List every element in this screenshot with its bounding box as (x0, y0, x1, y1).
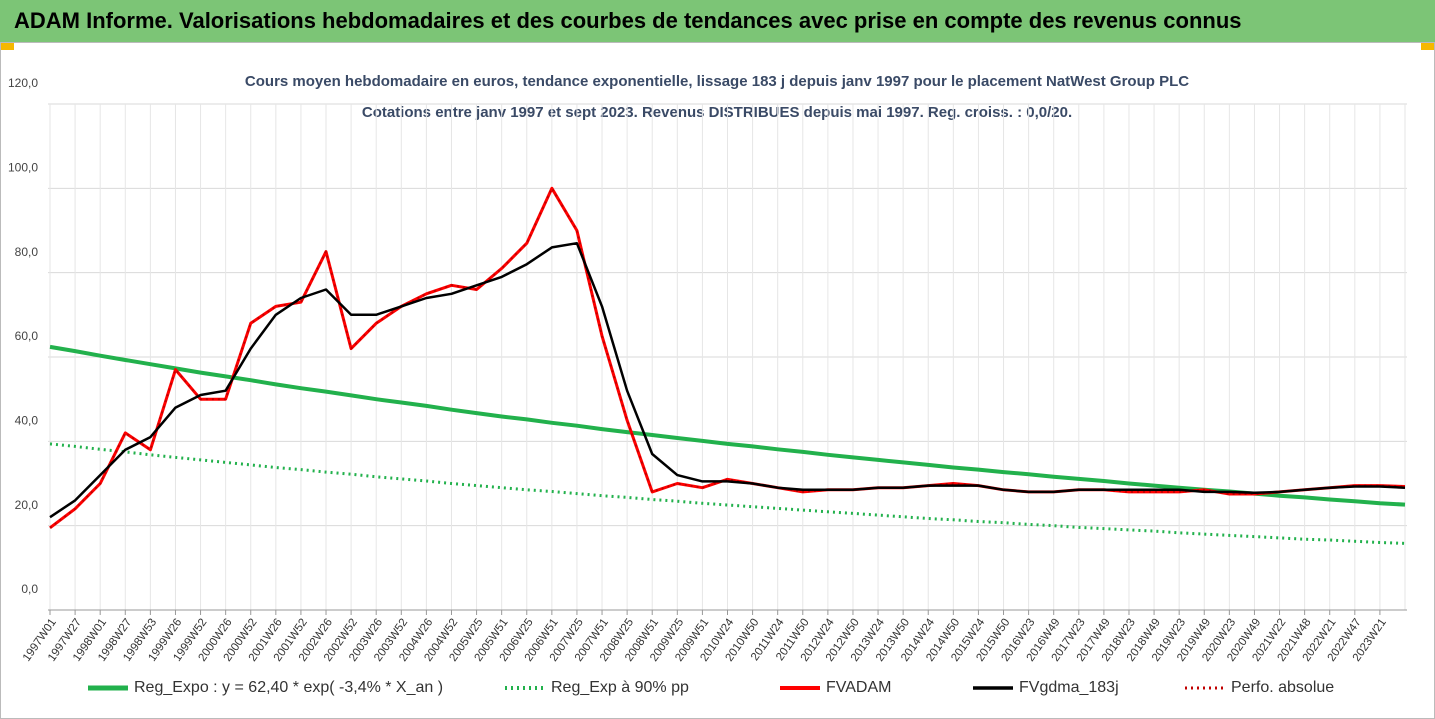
legend-label: FVgdma_183j (1019, 679, 1119, 696)
y-tick-label: 120,0 (8, 76, 38, 90)
series-line (49, 241, 1406, 519)
page-title: ADAM Informe. Valorisations hebdomadaire… (14, 8, 1242, 33)
header-bar (0, 0, 1435, 42)
legend-label: Reg_Exp à 90% pp (551, 679, 689, 696)
legend-label: Reg_Expo : y = 62,40 * exp( -3,4% * X_an… (134, 679, 443, 696)
frame (0, 42, 1435, 719)
legend-label: Perfo. absolue (1231, 679, 1334, 696)
chart-title: Cours moyen hebdomadaire en euros, tenda… (245, 73, 1189, 90)
y-tick-label: 80,0 (15, 245, 39, 259)
legend-label: FVADAM (826, 679, 891, 696)
series-line (49, 344, 1406, 507)
y-tick-label: 0,0 (21, 582, 38, 596)
corner-mark (0, 42, 14, 50)
corner-mark (1421, 42, 1435, 50)
series-line (49, 187, 1406, 529)
y-tick-label: 100,0 (8, 161, 38, 175)
y-tick-label: 40,0 (15, 414, 39, 428)
y-tick-label: 20,0 (15, 498, 39, 512)
chart-subtitle: Cotations entre janv 1997 et sept 2023. … (362, 104, 1072, 121)
y-tick-label: 60,0 (15, 329, 39, 343)
